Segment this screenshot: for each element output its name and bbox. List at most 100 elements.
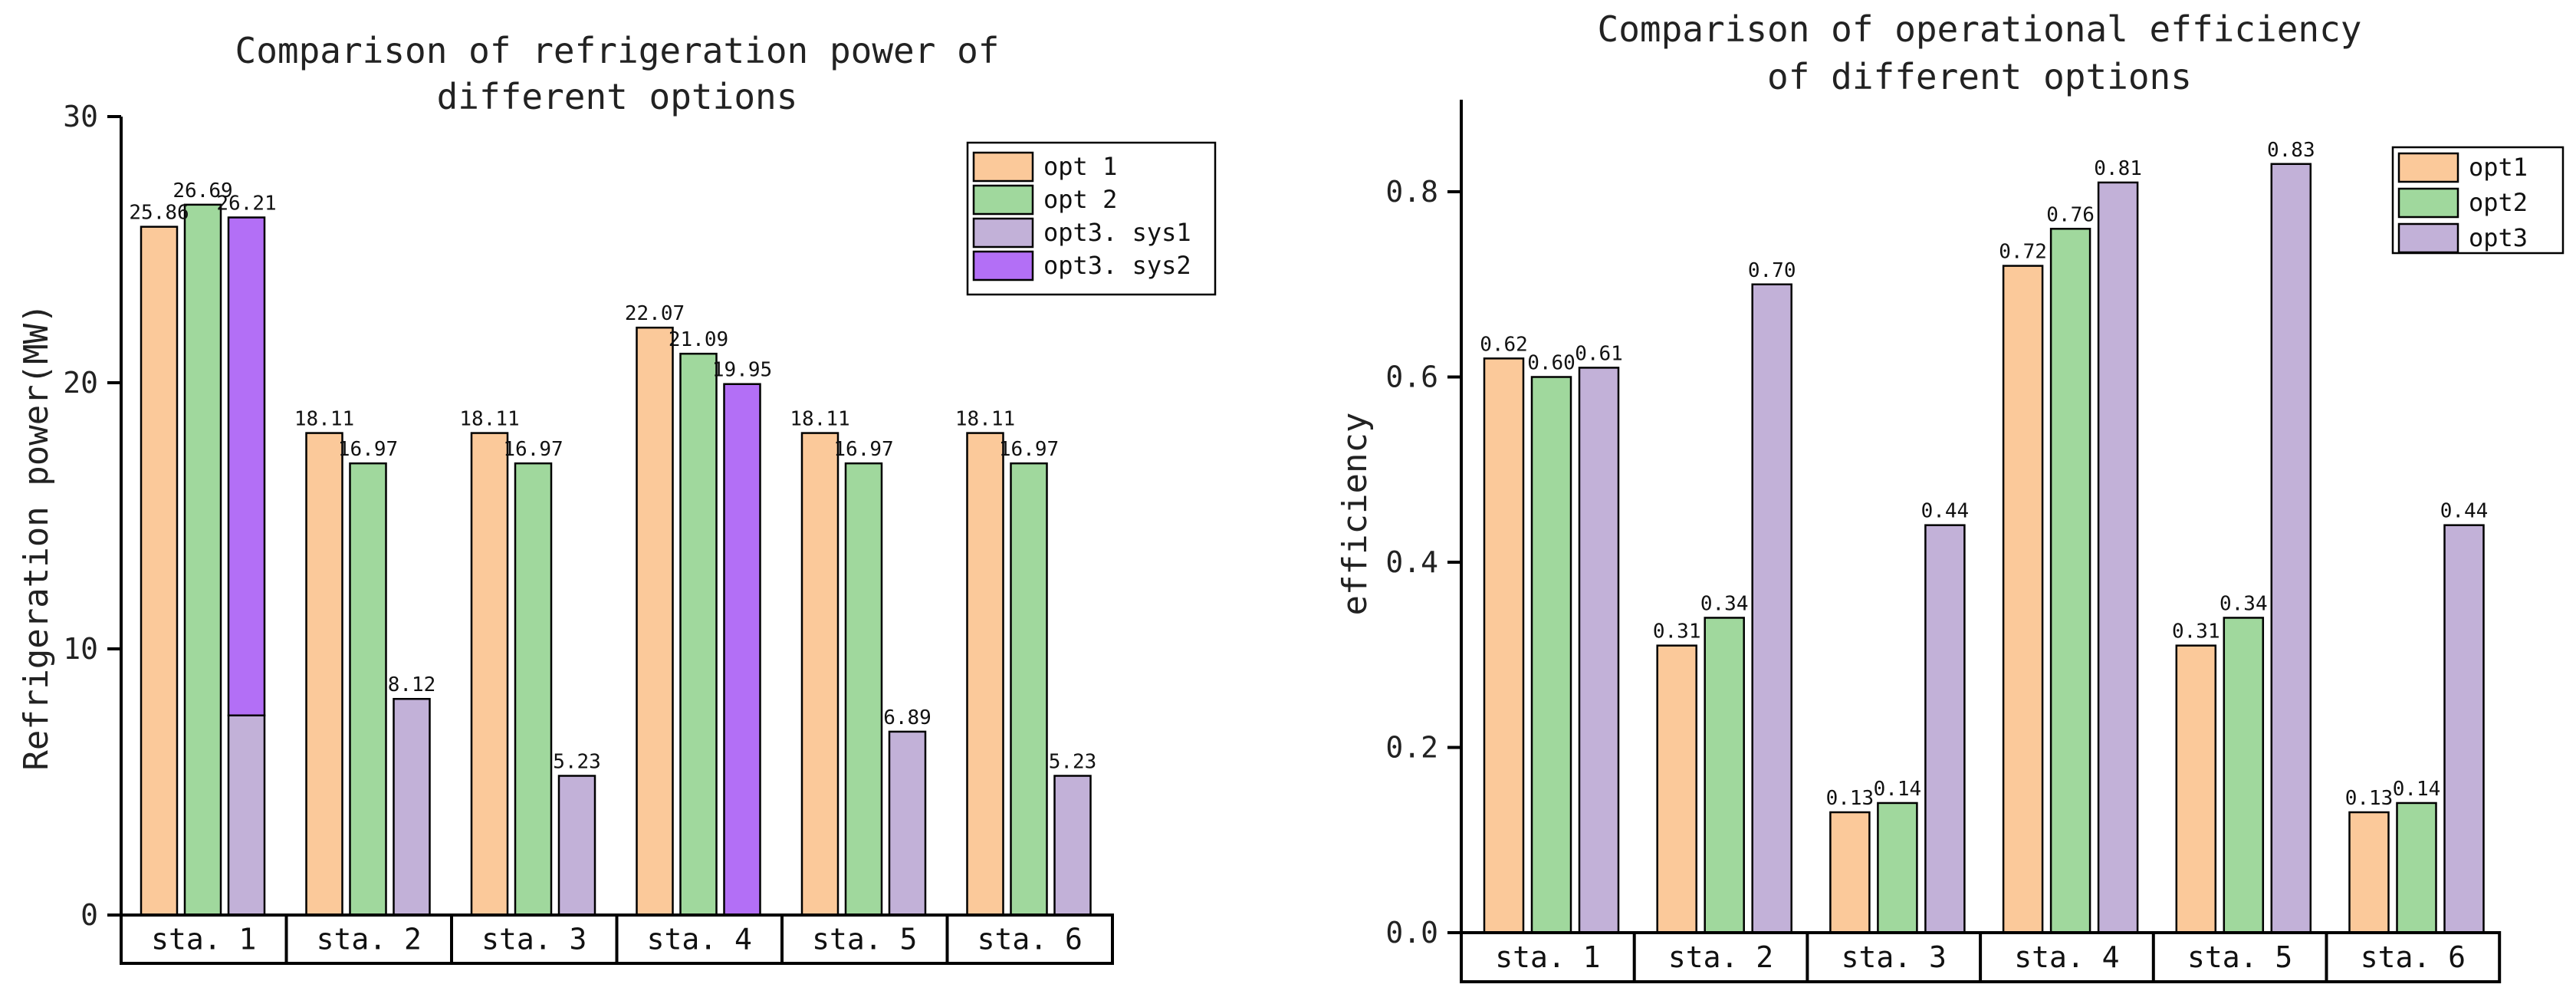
y-tick-label: 0.4 [1385,545,1438,579]
y-axis-label: Refrigeration power(MW) [17,303,56,770]
data-label: 18.11 [294,408,354,431]
bar-opt1 [2002,265,2044,934]
data-label: 0.44 [1921,500,1970,523]
legend-swatch [2397,222,2459,254]
y-tick-label: 0.0 [1385,916,1438,950]
bar-opt3 [2270,163,2312,934]
category-label: sta. 4 [647,923,752,956]
data-label: 0.60 [1527,352,1576,375]
bar-opt2 [2223,617,2265,934]
bar-opt-2 [183,203,222,917]
bars [140,203,1092,917]
bar-opt-2 [514,462,553,917]
bar-opt-1 [470,432,509,917]
bar-opt3-sys2 [723,383,761,917]
bar-opt-1 [966,432,1004,917]
category-label: sta. 6 [978,923,1083,956]
legend-label: opt1 [2469,153,2528,182]
bar-opt1 [2348,811,2390,934]
data-label: 19.95 [712,359,772,382]
bar-opt2 [2396,802,2437,934]
y-axis-ticks: 0.0 0.2 0.4 0.6 0.8 [1385,175,1461,950]
category-label: sta. 4 [2014,940,2119,974]
y-tick-label: 10 [63,632,98,666]
data-label: 0.13 [1826,787,1875,810]
data-labels: 0.620.60 0.610.310.340.700.13 0.140.440.72… [1480,139,2488,810]
category-label: sta. 2 [1668,940,1773,974]
legend-swatch [972,151,1034,183]
legend-swatch [2397,152,2459,183]
legend-label: opt3. sys1 [1043,218,1191,247]
legend: opt1 opt2 opt3 [2391,146,2564,255]
bar-opt2 [1530,376,1572,934]
bar-opt3-sys1 [557,775,596,917]
bar-opt3 [1924,524,1966,934]
data-label: 0.61 [1575,342,1623,365]
data-label: 16.97 [338,438,398,461]
bar-opt3 [1578,367,1620,934]
chart-title-line-2: different options [437,76,798,117]
data-label: 0.76 [2046,203,2095,226]
category-label: sta. 3 [1842,940,1947,974]
bar-opt1 [2175,644,2217,934]
bars [1483,163,2485,934]
category-axis: sta. 1 sta. 2 sta. 3 sta. 4 sta. 5 sta. 6 [120,913,1114,965]
bar-opt1 [1829,811,1871,934]
bar-opt3-sys1 [393,697,431,917]
refrigeration-chart: Comparison of refrigeration power of dif… [17,30,1217,965]
legend-label: opt3. sys2 [1043,251,1191,280]
category-label: sta. 3 [481,923,586,956]
data-label: 0.31 [2172,621,2220,644]
bar-opt-2 [679,352,718,917]
data-label: 8.12 [388,673,436,696]
data-label: 6.89 [883,706,932,729]
bar-opt3-sys1 [888,730,927,917]
y-axis-ticks: 0 10 20 30 [63,100,121,932]
legend-swatch [972,250,1034,281]
category-label: sta. 5 [2187,940,2292,974]
bar-opt3-sys2 [227,216,266,716]
legend: opt 1 opt 2 opt3. sys1 opt3. sys2 [966,141,1217,296]
y-tick-label: 0.8 [1385,175,1438,209]
category-label: sta. 2 [317,923,422,956]
bar-opt2 [2049,228,2091,934]
bar-opt3 [1751,283,1792,934]
category-label: sta. 6 [2361,940,2466,974]
data-label: 22.07 [625,302,685,325]
legend-label: opt 2 [1043,185,1117,214]
bar-opt-2 [844,462,883,917]
legend-label: opt2 [2469,188,2528,217]
data-label: 0.13 [2345,787,2394,810]
bar-opt-2 [349,462,387,917]
bar-opt-1 [800,432,840,917]
chart-title-line-1: Comparison of refrigeration power of [235,30,1000,71]
y-tick-label: 0.2 [1385,731,1438,765]
bar-opt-1 [636,326,674,917]
data-label: 21.09 [669,328,728,351]
data-label: 18.11 [790,408,849,431]
bar-opt-1 [305,432,343,917]
data-label: 0.34 [1700,592,1749,615]
bar-opt3 [2097,181,2139,934]
category-label: sta. 5 [812,923,917,956]
y-tick-label: 20 [63,366,98,400]
data-label: 18.11 [955,408,1015,431]
bar-opt-1 [140,225,179,917]
bar-opt2 [1704,617,1745,934]
data-label: 16.97 [503,438,563,461]
data-label: 16.97 [999,438,1059,461]
data-label: 5.23 [1049,751,1097,774]
bar-opt-2 [1010,462,1048,917]
chart-title-line-2: of different options [1767,56,2192,97]
efficiency-chart: Comparison of operational efficiency of … [1336,8,2564,983]
y-tick-label: 0 [80,898,98,932]
legend-swatch [972,217,1034,249]
bar-opt3 [2443,524,2485,934]
data-label: 0.83 [2267,139,2315,162]
data-label: 0.14 [2393,778,2441,801]
data-label: 26.21 [216,193,276,216]
y-tick-label: 30 [63,100,98,133]
bar-opt3-sys1 [227,714,266,917]
